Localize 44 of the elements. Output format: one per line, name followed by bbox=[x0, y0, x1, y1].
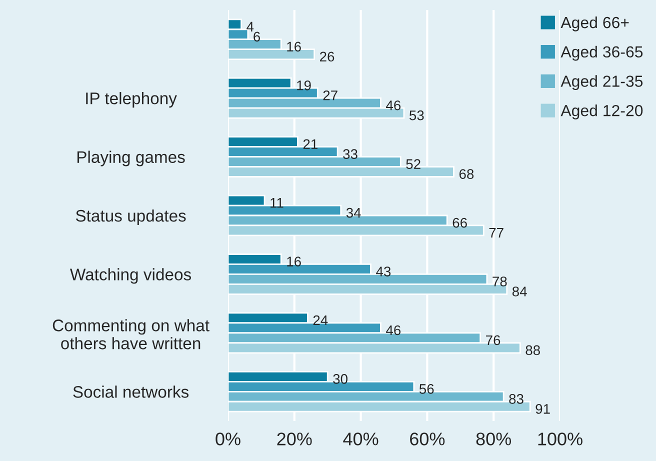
y-tick-label: Status updates bbox=[76, 209, 186, 225]
data-label: 11 bbox=[270, 198, 284, 208]
x-tick-label: 0% bbox=[216, 432, 240, 446]
data-label: 4 bbox=[246, 22, 254, 32]
x-tick-label: 20% bbox=[277, 432, 312, 446]
data-label: 16 bbox=[287, 256, 301, 266]
x-tick-label: 100% bbox=[538, 432, 582, 446]
data-label: 66 bbox=[452, 218, 467, 228]
data-label: 76 bbox=[486, 335, 500, 346]
legend-label: Aged 12-20 bbox=[560, 104, 643, 120]
data-label: 30 bbox=[333, 374, 348, 384]
data-label: 46 bbox=[386, 325, 401, 336]
y-tick-label: Social networks bbox=[73, 386, 189, 398]
data-label: 46 bbox=[386, 100, 401, 110]
data-label: 16 bbox=[287, 42, 301, 52]
data-label: 34 bbox=[346, 208, 361, 218]
x-tick-label: 40% bbox=[343, 432, 378, 446]
data-label: 52 bbox=[406, 159, 420, 169]
data-label: 53 bbox=[409, 110, 424, 120]
data-label: 26 bbox=[320, 52, 334, 62]
data-label: 43 bbox=[376, 266, 391, 276]
legend-label: Aged 36-65 bbox=[560, 46, 643, 61]
data-label: 78 bbox=[492, 276, 507, 286]
y-tick-label: Watching videos bbox=[70, 268, 192, 284]
data-label: 91 bbox=[536, 404, 550, 414]
x-tick-label: 80% bbox=[476, 432, 512, 446]
data-label: 6 bbox=[254, 32, 260, 42]
x-tick-label: 60% bbox=[410, 432, 445, 446]
y-tick-label: IP telephony bbox=[86, 92, 177, 108]
legend-label: Aged 21-35 bbox=[560, 75, 643, 90]
data-label: 27 bbox=[323, 90, 338, 100]
data-label: 83 bbox=[509, 394, 524, 404]
legend-label: Aged 66+ bbox=[560, 16, 629, 32]
data-label: 21 bbox=[303, 139, 318, 149]
data-label: 77 bbox=[489, 228, 504, 238]
y-tick-label: Commenting on what others have written bbox=[52, 319, 210, 350]
y-tick-label: Playing games bbox=[77, 150, 185, 166]
data-label: 33 bbox=[343, 149, 358, 160]
data-label: 88 bbox=[526, 345, 540, 356]
data-label: 68 bbox=[459, 169, 474, 179]
data-label: 56 bbox=[419, 384, 434, 394]
data-label: 84 bbox=[512, 286, 527, 296]
data-label: 24 bbox=[313, 315, 328, 326]
data-label: 19 bbox=[297, 80, 311, 90]
